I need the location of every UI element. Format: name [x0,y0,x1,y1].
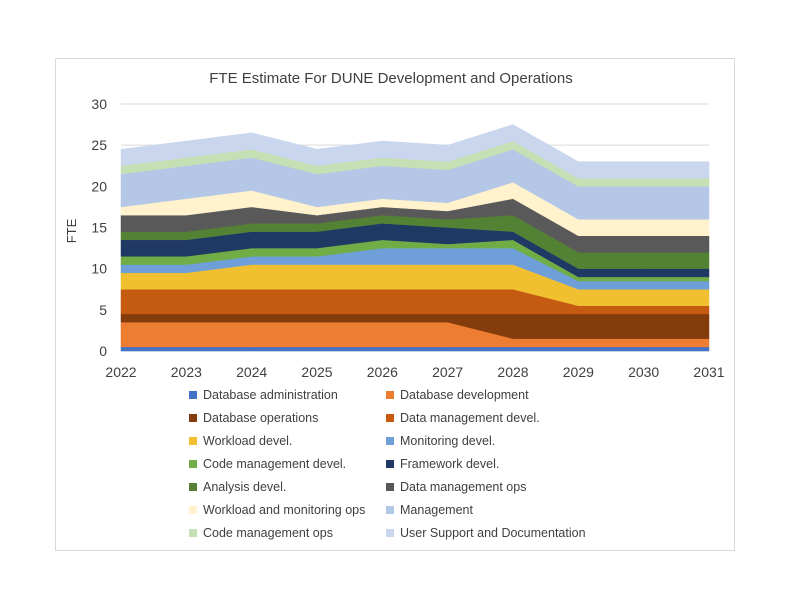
x-tick-label: 2027 [432,364,463,380]
legend-label: Workload devel. [203,434,292,448]
y-tick-labels: 0 5 10 15 20 25 30 [91,96,107,359]
legend-label: Framework devel. [400,457,499,471]
chart-canvas: FTE Estimate For DUNE Development and Op… [64,70,725,540]
x-tick-label: 2028 [497,364,528,380]
legend-item: Analysis devel. [189,480,286,494]
legend-swatch [189,460,197,468]
legend-label: Database administration [203,388,338,402]
y-tick-label: 0 [99,343,107,359]
area-database-administration [120,346,710,352]
y-axis-label: FTE [64,218,79,243]
legend-item: Database administration [189,388,338,402]
legend-item: Management [386,503,473,517]
legend-item: Code management ops [189,526,333,540]
area-user-support-and-documentation [120,124,710,179]
legend-item: User Support and Documentation [386,526,586,540]
x-tick-label: 2031 [693,364,724,380]
legend-label: Management [400,503,473,517]
legend-item: Workload and monitoring ops [189,503,365,517]
legend-label: User Support and Documentation [400,526,586,540]
legend-swatch [189,506,197,514]
legend-label: Monitoring devel. [400,434,495,448]
x-tick-label: 2030 [628,364,659,380]
x-tick-label: 2025 [301,364,332,380]
legend-label: Data management devel. [400,411,540,425]
legend-swatch [189,483,197,491]
legend-swatch [386,437,394,445]
legend-label: Data management ops [400,480,526,494]
legend-swatch [189,391,197,399]
x-tick-label: 2023 [171,364,202,380]
legend-label: Workload and monitoring ops [203,503,365,517]
legend-item: Database development [386,388,529,402]
legend-item: Workload devel. [189,434,292,448]
legend-item: Code management devel. [189,457,346,471]
legend-item: Framework devel. [386,457,499,471]
x-tick-label: 2029 [563,364,594,380]
legend-swatch [386,391,394,399]
legend-swatch [386,460,394,468]
legend: Database administration Database developm… [189,388,586,540]
x-tick-label: 2026 [367,364,398,380]
legend-label: Database operations [203,411,318,425]
legend-swatch [189,437,197,445]
x-tick-labels: 2022 2023 2024 2025 2026 2027 2028 2029 2030 2031 [105,364,724,380]
legend-swatch [189,529,197,537]
legend-label: Code management devel. [203,457,346,471]
y-tick-label: 5 [99,302,107,318]
legend-label: Code management ops [203,526,333,540]
chart-frame: FTE Estimate For DUNE Development and Op… [55,58,735,551]
legend-item: Monitoring devel. [386,434,495,448]
y-tick-label: 25 [91,137,107,153]
y-tick-label: 20 [91,178,107,194]
x-tick-label: 2024 [236,364,267,380]
y-tick-label: 10 [91,261,107,277]
y-tick-label: 30 [91,96,107,112]
x-tick-label: 2022 [105,364,136,380]
legend-swatch [189,414,197,422]
legend-label: Analysis devel. [203,480,286,494]
chart-title: FTE Estimate For DUNE Development and Op… [209,70,572,87]
legend-swatch [386,529,394,537]
legend-swatch [386,483,394,491]
legend-swatch [386,414,394,422]
area-series [120,124,710,352]
y-tick-label: 15 [91,220,107,236]
legend-label: Database development [400,388,529,402]
legend-item: Data management ops [386,480,526,494]
legend-swatch [386,506,394,514]
legend-item: Database operations [189,411,318,425]
legend-item: Data management devel. [386,411,540,425]
